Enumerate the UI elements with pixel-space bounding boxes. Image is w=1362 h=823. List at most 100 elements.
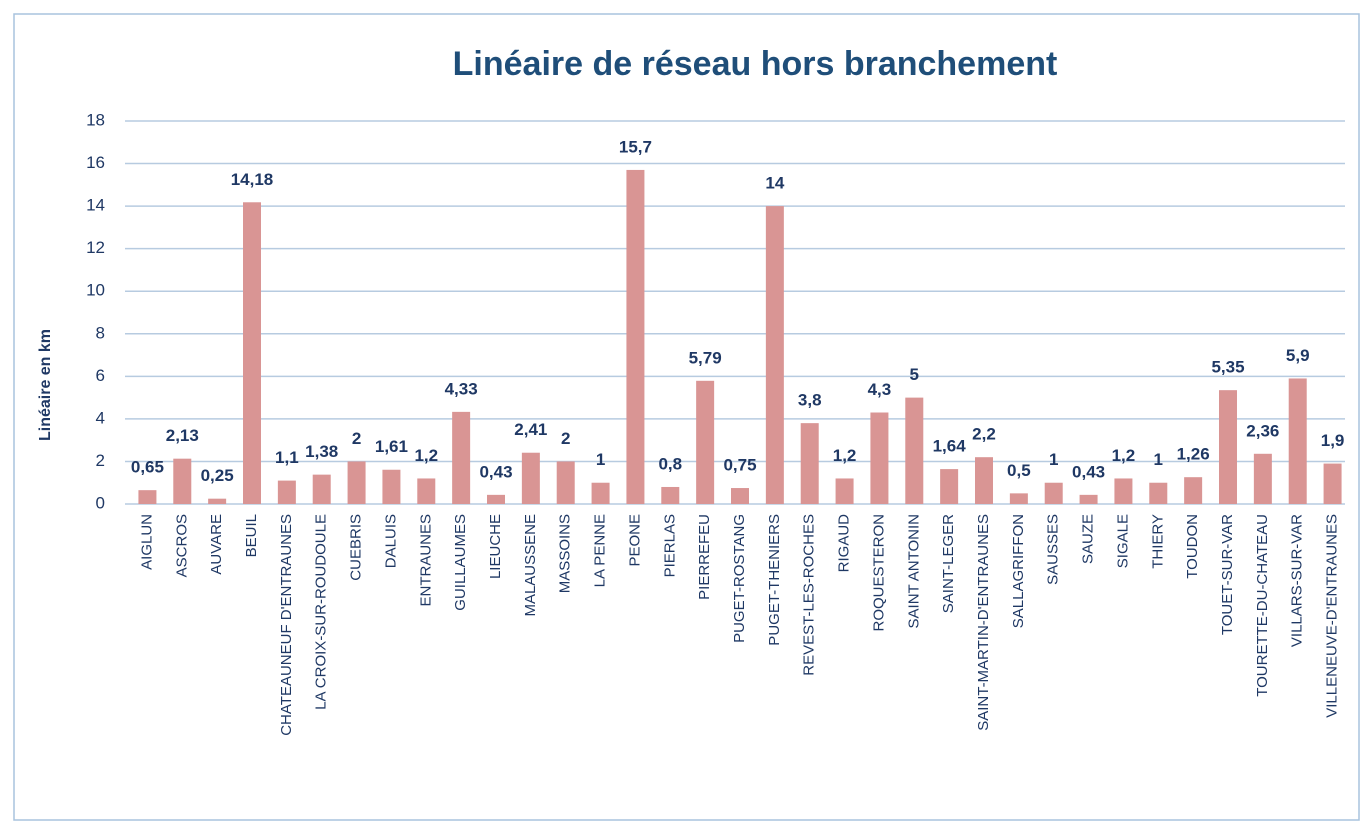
data-label: 14,18	[231, 170, 274, 189]
y-axis-label: Linéaire en km	[37, 329, 54, 441]
bar	[661, 486, 680, 504]
x-tick-label: CHATEAUNEUF D'ENTRAUNES	[278, 514, 295, 736]
x-tick-label: ASCROS	[173, 514, 190, 577]
data-label: 5,35	[1211, 358, 1244, 377]
bar	[1184, 477, 1203, 504]
x-tick-label: LIEUCHE	[487, 514, 504, 579]
bar	[905, 397, 924, 504]
x-tick-label: LA PENNE	[592, 514, 609, 587]
bar	[975, 457, 993, 504]
x-tick-label: SAINT-LEGER	[940, 514, 957, 613]
bar	[487, 494, 505, 504]
bar	[1044, 482, 1063, 504]
y-tick-label: 12	[86, 238, 105, 257]
bar	[626, 169, 645, 504]
data-label: 2	[352, 429, 361, 448]
bar	[1219, 390, 1237, 504]
data-label: 14	[765, 174, 784, 193]
bar	[277, 480, 296, 504]
bar	[940, 469, 959, 504]
data-label: 15,7	[619, 137, 652, 156]
x-tick-label: PIERREFEU	[696, 514, 713, 600]
chart-frame	[13, 13, 1360, 821]
data-label: 0,65	[131, 458, 164, 477]
data-label: 2,41	[514, 420, 547, 439]
x-tick-label: MALAUSSENE	[522, 514, 539, 617]
data-label: 2,2	[972, 425, 996, 444]
x-tick-label: SAUZE	[1080, 514, 1097, 564]
x-tick-label: TOUDON	[1184, 514, 1201, 579]
y-tick-label: 10	[86, 281, 105, 300]
data-label: 0,8	[658, 454, 682, 473]
x-tick-label: REVEST-LES-ROCHES	[801, 514, 818, 676]
x-tick-label: TOUET-SUR-VAR	[1219, 514, 1236, 635]
bar	[1288, 378, 1307, 504]
data-label: 1,38	[305, 442, 338, 461]
y-tick-label: 6	[96, 366, 105, 385]
data-label: 2,36	[1246, 421, 1279, 440]
bar	[1323, 463, 1342, 504]
data-label: 4,33	[445, 379, 478, 398]
x-tick-label: AIGLUN	[138, 514, 155, 570]
x-tick-label: SIGALE	[1114, 514, 1131, 568]
bar	[1149, 482, 1168, 504]
bar	[1114, 478, 1133, 504]
data-label: 0,75	[723, 456, 756, 475]
data-label: 1,9	[1321, 431, 1345, 450]
x-tick-label: PUGET-THENIERS	[766, 514, 783, 646]
x-tick-label: SAINT ANTONIN	[905, 514, 922, 628]
bar	[1079, 494, 1098, 504]
bar	[765, 206, 784, 504]
bar	[1009, 493, 1028, 504]
x-tick-label: VILLARS-SUR-VAR	[1289, 514, 1306, 647]
data-label: 0,43	[1072, 462, 1105, 481]
bar	[382, 469, 401, 504]
data-label: 0,43	[479, 462, 512, 481]
x-tick-label: PIERLAS	[661, 514, 678, 577]
bar	[731, 488, 749, 504]
x-tick-label: LA CROIX-SUR-ROUDOULE	[313, 514, 330, 710]
bar	[243, 202, 261, 504]
y-tick-label: 0	[96, 493, 105, 512]
bar	[417, 478, 436, 504]
data-label: 1	[1154, 450, 1163, 469]
y-tick-label: 14	[86, 196, 105, 215]
bar	[1253, 453, 1272, 504]
data-label: 1,2	[833, 446, 857, 465]
bar	[312, 474, 331, 504]
bar	[347, 461, 366, 504]
y-tick-label: 8	[96, 323, 105, 342]
x-tick-label: TOURETTE-DU-CHATEAU	[1254, 514, 1271, 697]
x-tick-label: VILLENEUVE-D'ENTRAUNES	[1324, 514, 1341, 718]
bar	[835, 478, 854, 504]
x-tick-label: SALLAGRIFFON	[1010, 514, 1027, 628]
x-tick-label: GUILLAUMES	[452, 514, 469, 611]
data-label: 1,2	[414, 446, 438, 465]
x-tick-label: THIERY	[1149, 514, 1166, 569]
bar	[870, 412, 889, 504]
bar	[591, 482, 610, 504]
x-tick-label: PEONE	[626, 514, 643, 567]
bar	[521, 452, 540, 504]
data-label: 2,13	[166, 426, 199, 445]
x-tick-label: DALUIS	[382, 514, 399, 568]
data-label: 4,3	[868, 380, 892, 399]
y-tick-label: 16	[86, 153, 105, 172]
chart-title: Linéaire de réseau hors branchement	[453, 45, 1058, 83]
x-tick-label: PUGET-ROSTANG	[731, 514, 748, 643]
data-label: 1	[1049, 450, 1058, 469]
data-label: 0,25	[201, 466, 234, 485]
x-tick-label: RIGAUD	[836, 514, 853, 573]
y-tick-label: 2	[96, 451, 105, 470]
data-label: 0,5	[1007, 461, 1031, 480]
x-tick-label: AUVARE	[208, 514, 225, 575]
data-label: 1,2	[1112, 446, 1136, 465]
bar	[452, 411, 471, 504]
data-label: 5,79	[689, 348, 722, 367]
data-label: 5	[910, 365, 919, 384]
data-label: 1,1	[275, 448, 299, 467]
data-label: 1,64	[933, 437, 967, 456]
data-label: 3,8	[798, 391, 822, 410]
bar	[208, 498, 227, 504]
